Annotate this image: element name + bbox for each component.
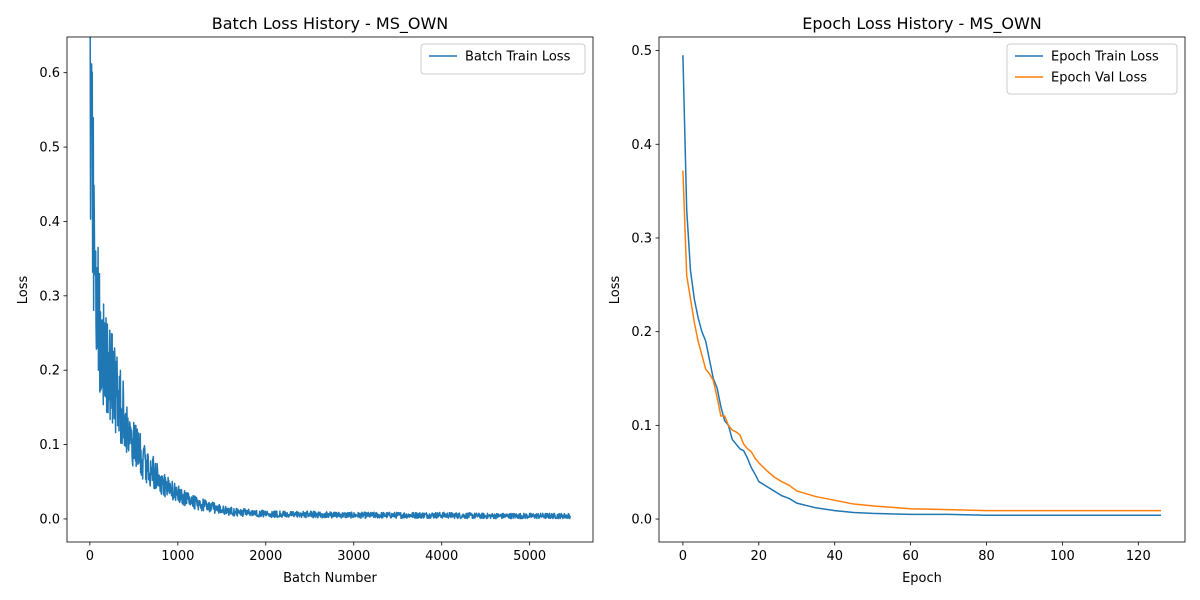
batch-x-tick-label: 4000	[425, 549, 458, 564]
epoch-x-axis-label: Epoch	[902, 571, 942, 586]
batch-axes-frame	[66, 36, 594, 543]
epoch-y-tick-label: 0.0	[631, 513, 652, 528]
batch-x-tick-label: 2000	[249, 549, 282, 564]
batch-chart-title: Batch Loss History - MS_OWN	[212, 14, 448, 34]
epoch-chart-title: Epoch Loss History - MS_OWN	[802, 14, 1041, 34]
epoch-y-tick-label: 0.2	[631, 325, 652, 340]
epoch-legend-box	[1006, 43, 1178, 95]
epoch-series-line-1	[682, 170, 1162, 512]
batch-x-tick-label: 5000	[513, 549, 546, 564]
epoch-x-tick-label: 20	[751, 549, 768, 564]
batch-legend: Batch Train Loss	[420, 43, 586, 75]
batch-y-tick-label: 0.4	[39, 215, 60, 230]
epoch-x-tick-label: 80	[978, 549, 995, 564]
batch-plot-area: 0 1000 2000 3000 4000 5000 0.0 0.1 0.2 0.3 0.4 0.5 0…	[39, 36, 594, 564]
batch-legend-box	[420, 43, 586, 75]
epoch-legend-label: Epoch Val Loss	[1051, 71, 1147, 86]
batch-y-tick-label: 0.2	[39, 364, 60, 379]
epoch-x-tick-label: 100	[1050, 549, 1075, 564]
batch-legend-label: Batch Train Loss	[465, 50, 571, 65]
batch-y-tick-label: 0.0	[39, 512, 60, 527]
batch-x-axis-label: Batch Number	[283, 571, 377, 586]
batch-loss-panel: Batch Loss History - MS_OWN Batch Number…	[16, 14, 594, 586]
batch-y-axis-label: Loss	[16, 276, 31, 305]
epoch-y-tick-label: 0.5	[631, 44, 652, 59]
epoch-y-tick-label: 0.4	[631, 138, 652, 153]
epoch-y-tick-label: 0.1	[631, 419, 652, 434]
epoch-loss-panel: Epoch Loss History - MS_OWN Epoch Loss 0…	[608, 14, 1186, 586]
epoch-legend: Epoch Train Loss Epoch Val Loss	[1006, 43, 1178, 95]
batch-y-tick-label: 0.6	[39, 66, 60, 81]
batch-series-line-0	[89, 37, 571, 520]
epoch-x-tick-label: 0	[679, 549, 687, 564]
batch-y-tick-label: 0.5	[39, 141, 60, 156]
batch-x-tick-label: 0	[86, 549, 94, 564]
batch-x-tick-label: 1000	[161, 549, 194, 564]
epoch-y-axis-label: Loss	[608, 276, 623, 305]
epoch-legend-label: Epoch Train Loss	[1051, 50, 1159, 65]
epoch-x-tick-label: 40	[826, 549, 843, 564]
epoch-series-line-0	[682, 55, 1162, 517]
batch-y-tick-label: 0.3	[39, 289, 60, 304]
epoch-x-tick-label: 120	[1126, 549, 1151, 564]
epoch-plot-area: 0 20 40 60 80 100 120 0.0 0.1 0.2 0.3 0.4 0.5	[631, 36, 1186, 564]
batch-x-tick-label: 3000	[337, 549, 370, 564]
epoch-y-tick-label: 0.3	[631, 231, 652, 246]
batch-y-tick-label: 0.1	[39, 438, 60, 453]
epoch-axes-frame	[658, 36, 1186, 543]
epoch-x-tick-label: 60	[902, 549, 919, 564]
